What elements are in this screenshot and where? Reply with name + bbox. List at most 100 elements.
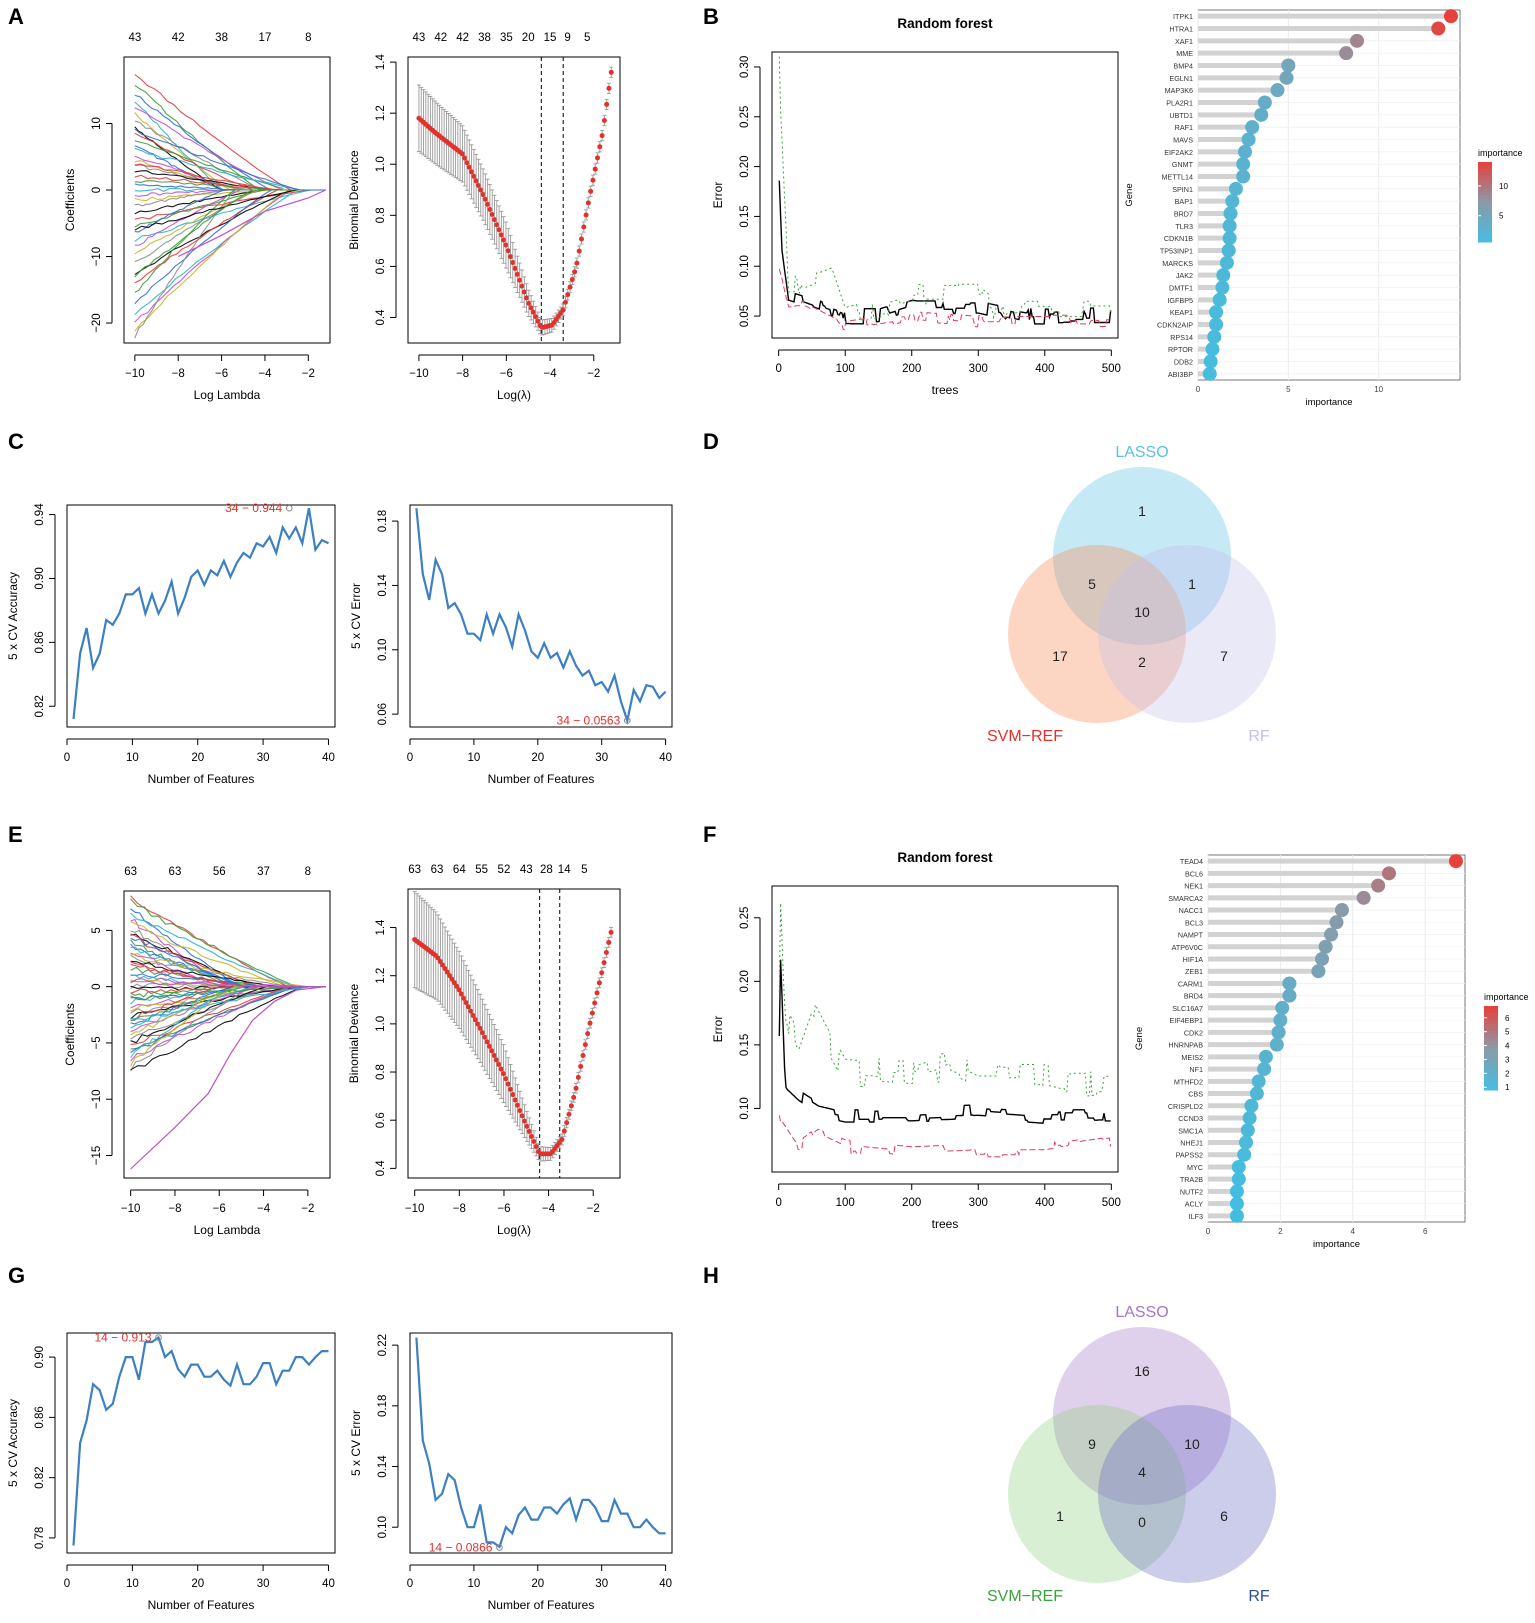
E-coef-coef-path: [130, 961, 326, 988]
G-err-x-tick-label: 40: [659, 1578, 672, 1590]
E-cv-top-tick-label: 14: [558, 864, 571, 876]
E-cv-top-tick-label: 64: [453, 864, 466, 876]
E-cv-deviance-point: [458, 991, 464, 997]
E-cv-x-tick-label: −8: [453, 1203, 466, 1215]
A-cv-top-tick-label: 20: [522, 32, 535, 44]
B-imp-gene-label: MAP3K6: [1165, 86, 1193, 95]
F-imp-gene-label: CBS: [1188, 1090, 1203, 1099]
D-venn-region-lasso-only: 1: [1138, 503, 1146, 519]
F-imp-point: [1244, 1098, 1259, 1113]
E-cv-deviance-point: [529, 1133, 535, 1139]
B-imp-gene-label: UBTD1: [1169, 111, 1193, 120]
F-imp-gene-label: CARM1: [1178, 979, 1203, 988]
B-imp-point: [1205, 342, 1220, 357]
F-imp-point: [1282, 988, 1297, 1003]
F-imp-point: [1258, 1049, 1273, 1064]
H-venn-set-label-svm-ref: SVM−REF: [987, 1588, 1063, 1605]
E-coef-top-tick-label: 63: [169, 866, 182, 878]
C-acc-y-tick-label: 0.82: [34, 695, 46, 717]
E-coef-x-tick-label: −4: [257, 1203, 271, 1215]
B-imp-x-tick-label: 10: [1374, 385, 1383, 394]
E-cv-deviance-point: [608, 929, 614, 935]
E-coef-y-tick-label: −15: [91, 1146, 103, 1166]
A-coef-coef-path: [134, 189, 326, 332]
B-rf-series-class2: [778, 268, 1111, 331]
F-rf-chart-title: Random forest: [897, 850, 993, 865]
F-imp-gene-label: EIF4EBP1: [1169, 1016, 1203, 1025]
F-imp-legend-title: importance: [1484, 992, 1529, 1002]
F-imp-gene-label: MEIS2: [1181, 1053, 1203, 1062]
panel-label-g: G: [8, 1263, 25, 1288]
B-rf-y-axis-title: Error: [711, 182, 725, 209]
B-imp-legend-swatch: [1478, 212, 1492, 216]
F-imp-point: [1229, 1184, 1244, 1199]
B-imp-x-tick-label: 5: [1286, 385, 1291, 394]
C-acc-x-tick-label: 0: [64, 752, 70, 764]
G-err-plot-frame: [409, 1332, 673, 1554]
A-cv-deviance-point: [508, 254, 514, 260]
C-err-x-tick-label: 40: [659, 752, 672, 764]
E-cv-deviance-point: [508, 1086, 514, 1092]
C-err-y-tick-label: 0.14: [377, 574, 389, 597]
F-imp-gene-label: ILF3: [1189, 1212, 1203, 1221]
F-imp-legend-tick-label: 6: [1505, 1014, 1510, 1023]
E-cv-top-tick-label: 52: [498, 864, 511, 876]
C-acc-y-axis-title: 5 x CV Accuracy: [6, 572, 20, 660]
F-imp-point: [1329, 915, 1344, 930]
F-imp-legend-swatch: [1484, 1041, 1498, 1045]
H-venn-set-label-lasso: LASSO: [1115, 1304, 1168, 1321]
C-acc-y-tick-label: 0.94: [34, 503, 46, 526]
F-imp-point: [1334, 903, 1349, 918]
A-cv-deviance-point: [597, 144, 603, 150]
H-venn-region-lasso-svm: 9: [1088, 1436, 1096, 1452]
B-imp-legend-swatch: [1478, 208, 1492, 213]
E-coef-coef-path: [130, 978, 326, 988]
A-cv-deviance-point: [595, 155, 601, 161]
B-rf-x-tick-label: 400: [1035, 363, 1054, 375]
B-imp-x-tick-label: 0: [1196, 385, 1201, 394]
A-cv-deviance-point: [464, 160, 470, 166]
A-cv-top-tick-label: 42: [456, 32, 469, 44]
F-imp-legend-swatch: [1484, 1076, 1498, 1080]
B-imp-gene-label: HTRA1: [1169, 25, 1193, 34]
A-cv-deviance-point: [604, 101, 610, 107]
G-err-x-tick-label: 20: [531, 1578, 544, 1590]
panel-label-f: F: [703, 822, 716, 847]
F-imp-legend-tick-label: 4: [1505, 1042, 1510, 1051]
E-coef-coef-path: [130, 973, 326, 988]
A-cv-deviance-point: [489, 212, 495, 218]
B-imp-point: [1219, 255, 1234, 270]
B-imp-point: [1237, 144, 1252, 159]
A-coef-x-tick-label: −4: [258, 368, 272, 380]
E-coef-coef-path: [130, 986, 326, 1046]
B-imp-point: [1209, 305, 1224, 320]
A-coef-x-tick-label: −2: [302, 368, 315, 380]
A-coef-coef-path: [134, 155, 326, 191]
A-cv-deviance-point: [533, 314, 539, 320]
E-cv-top-tick-label: 43: [520, 864, 533, 876]
A-coef-coef-path: [134, 120, 326, 191]
F-imp-legend-swatch: [1484, 1020, 1498, 1024]
E-cv-deviance-point: [468, 1008, 474, 1014]
A-cv-deviance-point: [581, 224, 587, 230]
E-coef-plot-frame: [123, 890, 331, 1179]
B-imp-legend-swatch: [1478, 192, 1492, 196]
F-rf-x-tick-label: 0: [775, 1197, 781, 1209]
F-imp-legend-swatch: [1484, 1069, 1498, 1073]
F-imp-point: [1318, 939, 1333, 954]
F-imp-gene-label: CCND3: [1178, 1114, 1203, 1123]
F-imp-gene-label: BRD4: [1184, 992, 1203, 1001]
F-imp-point: [1275, 1000, 1290, 1015]
A-coef-y-tick-label: −20: [91, 313, 103, 333]
C-err-x-tick-label: 0: [407, 752, 413, 764]
D-venn-circle-svm-ref: [1008, 545, 1186, 723]
B-imp-gene-label: MAVS: [1173, 136, 1193, 145]
C-err-y-tick-label: 0.10: [377, 639, 389, 661]
G-err-x-axis-title: Number of Features: [488, 1598, 595, 1612]
F-rf-x-tick-label: 200: [902, 1197, 921, 1209]
E-cv-x-tick-label: −10: [405, 1203, 425, 1215]
panel-label-d: D: [703, 429, 719, 454]
F-imp-point: [1271, 1025, 1286, 1040]
A-cv-deviance-point: [535, 318, 541, 324]
F-imp-gene-label: NF1: [1189, 1065, 1203, 1074]
